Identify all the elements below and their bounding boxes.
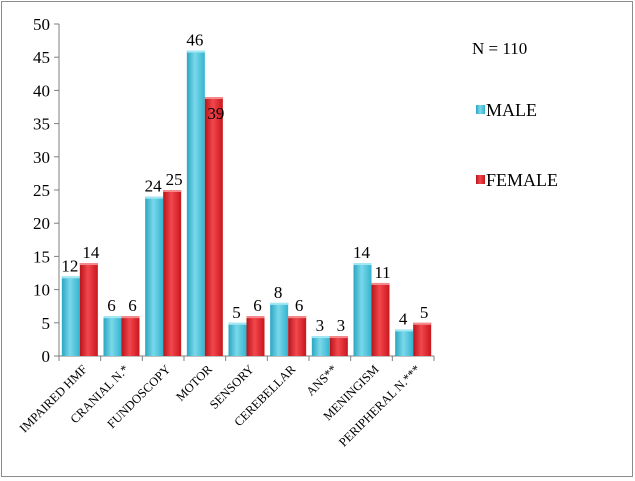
bar-male: [311, 336, 330, 356]
bar-top-highlight: [270, 302, 289, 305]
category-label: PERIPHERAL N.***: [336, 362, 423, 449]
data-label-male: 4: [399, 309, 408, 328]
data-label-male: 12: [61, 256, 78, 275]
y-tick-label: 50: [33, 15, 50, 34]
data-label-female: 25: [166, 170, 183, 189]
bar-top-highlight: [395, 329, 414, 332]
y-tick-label: 40: [33, 81, 50, 100]
y-tick-label: 5: [42, 314, 51, 333]
data-label-male: 3: [316, 316, 325, 335]
bar-top-highlight: [163, 190, 182, 192]
bar-female: [246, 316, 265, 356]
bar-top-highlight: [311, 336, 330, 339]
legend: MALE FEMALE: [476, 100, 558, 190]
bar-female: [413, 322, 432, 356]
bar-male: [353, 263, 372, 356]
data-label-female: 3: [337, 316, 346, 335]
y-tick-label: 10: [33, 281, 50, 300]
y-tick-label: 0: [42, 347, 51, 366]
bar-top-highlight: [353, 263, 372, 266]
bar-male: [61, 276, 80, 356]
data-label-female: 39: [207, 104, 224, 123]
data-label-male: 14: [353, 243, 371, 262]
bar-top-highlight: [413, 322, 432, 325]
legend-swatch-male: [476, 105, 485, 114]
data-label-male: 24: [145, 177, 163, 196]
sample-size-note: N = 110: [472, 39, 527, 58]
bar-top-highlight: [145, 196, 164, 199]
bar-top-highlight: [329, 336, 348, 339]
bar-top-highlight: [61, 276, 80, 279]
bar-top-highlight: [228, 322, 247, 325]
bar-top-highlight: [121, 316, 140, 319]
data-label-female: 6: [295, 296, 304, 315]
bar-female: [288, 316, 307, 356]
data-label-male: 46: [186, 31, 203, 50]
y-tick-label: 45: [33, 48, 50, 67]
bar-male: [228, 322, 247, 356]
bar-top-highlight: [79, 263, 98, 266]
data-label-female: 11: [374, 263, 390, 282]
legend-swatch-female: [476, 175, 485, 184]
bar-male: [395, 329, 414, 356]
data-label-female: 6: [253, 296, 262, 315]
bar-female: [79, 263, 98, 356]
category-label: ANS**: [304, 362, 340, 398]
y-tick-label: 30: [33, 148, 50, 167]
y-tick-label: 20: [33, 214, 50, 233]
bar-top-highlight: [288, 316, 307, 319]
y-tick-label: 25: [33, 181, 50, 200]
bar-female: [371, 282, 390, 356]
bars: [61, 50, 432, 357]
data-label-female: 5: [420, 303, 429, 322]
bar-top-highlight: [103, 316, 122, 319]
bar-male: [186, 50, 205, 357]
data-label-female: 6: [128, 296, 137, 315]
bar-top-highlight: [371, 282, 390, 285]
bar-female: [204, 97, 223, 356]
bar-top-highlight: [246, 316, 265, 319]
y-tick-label: 35: [33, 115, 50, 134]
data-label-male: 5: [232, 303, 241, 322]
data-label-female: 14: [82, 243, 100, 262]
data-label-male: 8: [274, 283, 283, 302]
bar-male: [103, 316, 122, 356]
legend-label-male: MALE: [486, 100, 537, 120]
bar-female: [163, 190, 182, 356]
bar-top-highlight: [204, 97, 223, 100]
bar-female: [121, 316, 140, 356]
bar-top-highlight: [186, 50, 205, 53]
data-label-male: 6: [107, 296, 116, 315]
bar-female: [329, 336, 348, 356]
legend-label-female: FEMALE: [486, 170, 558, 190]
y-tick-label: 15: [33, 247, 50, 266]
category-label: MOTOR: [173, 362, 215, 404]
bar-male: [270, 302, 289, 356]
bar-male: [145, 196, 164, 356]
